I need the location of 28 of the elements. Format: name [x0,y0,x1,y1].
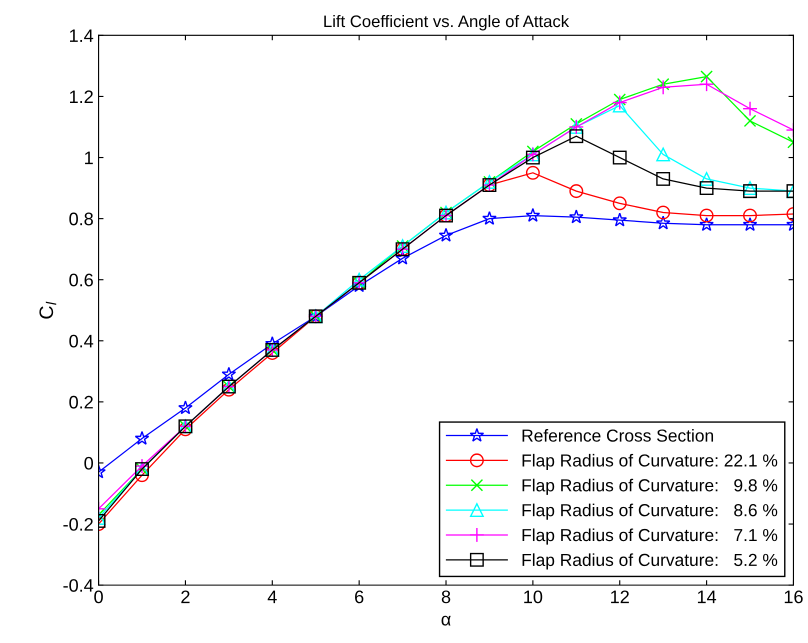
y-axis-title: C$_{l}$ [39,302,56,319]
legend-label: Flap Radius of Curvature: 7.1 % [522,528,778,545]
x-tick-label: 10 [524,590,542,604]
y-tick-label: -0.2 [63,518,93,531]
legend-label: Flap Radius of Curvature: 5.2 % [522,553,778,570]
x-tick-label: 0 [94,590,103,604]
legend-label: Reference Cross Section [522,429,714,442]
legend-label: Flap Radius of Curvature: 22.1 % [522,454,778,470]
y-tick-label: -0.4 [63,579,94,592]
y-tick-label: 0.6 [69,274,93,286]
y-tick-label: 0 [84,456,94,470]
legend-label: Flap Radius of Curvature: 9.8 % [522,478,778,495]
y-tick-label: 0.2 [69,396,93,409]
y-tick-label: 0.4 [69,334,94,348]
y-tick-label: 1 [85,152,93,164]
x-tick-label: 4 [268,590,277,604]
y-tick-label: 0.8 [69,212,93,226]
x-axis-title: α [442,616,451,626]
x-tick-label: 16 [784,590,803,604]
x-tick-label: 12 [611,590,629,604]
x-tick-label: 8 [442,590,450,604]
x-tick-label: 6 [355,590,364,604]
y-tick-label: 1.4 [70,29,94,42]
legend-label: Flap Radius of Curvature: 8.6 % [522,504,778,520]
y-tick-label: 1.2 [70,90,93,103]
x-tick-label: 14 [698,590,716,604]
chart-title: Lift Coefficient vs. Angle of Attack [324,14,570,30]
x-tick-label: 2 [181,590,190,604]
